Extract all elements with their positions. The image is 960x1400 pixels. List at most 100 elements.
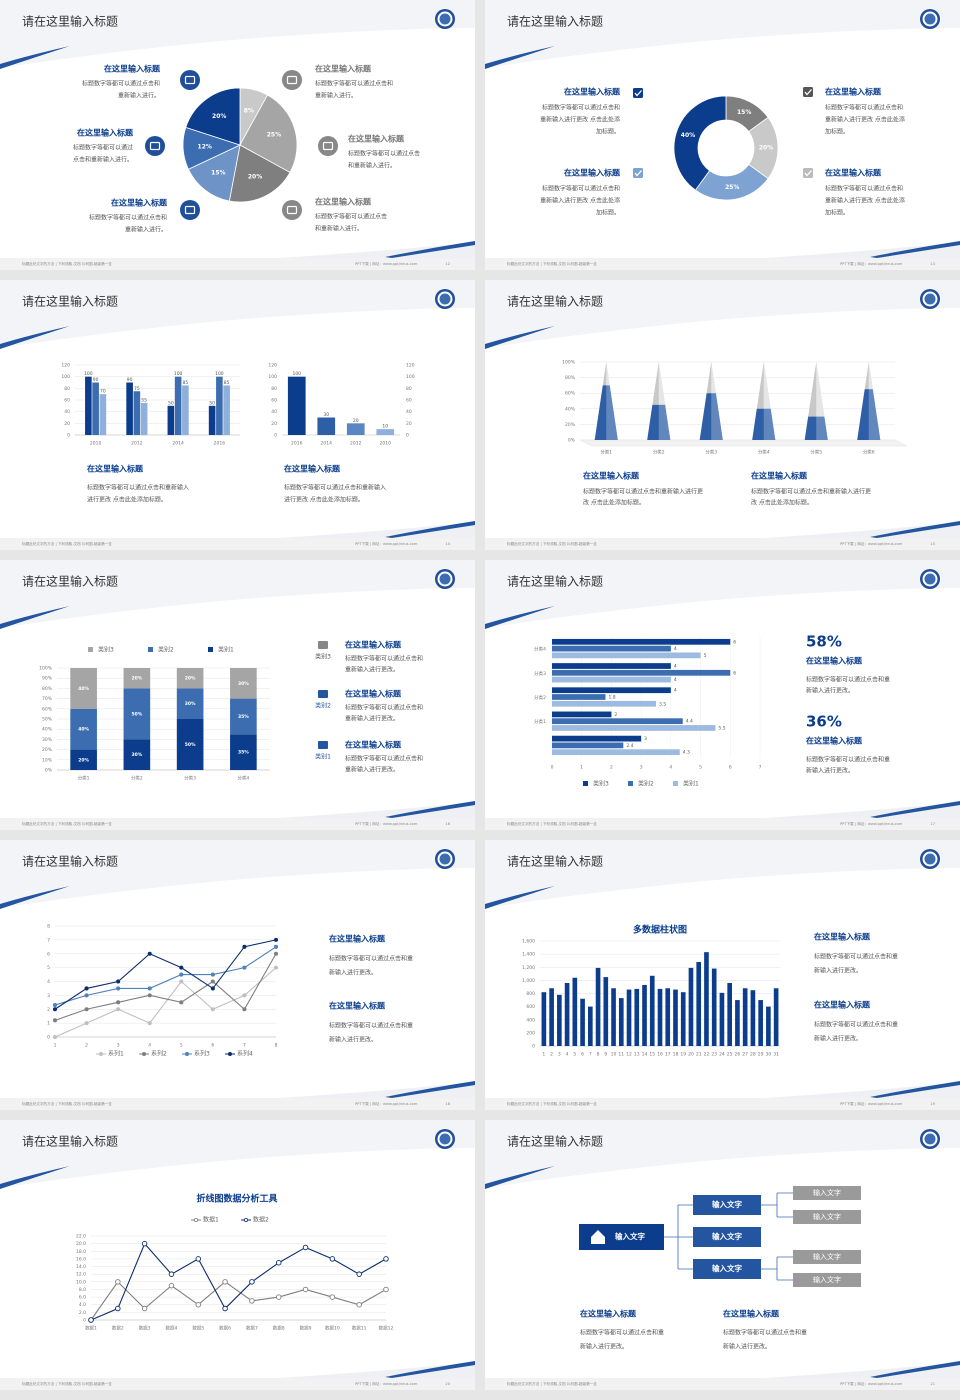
bottom-accent bbox=[385, 1361, 475, 1378]
legend-label: 类别1 bbox=[218, 646, 234, 654]
y-tick-label: 90% bbox=[42, 676, 53, 682]
legend-label: 类别3 bbox=[98, 646, 114, 654]
bottom-band bbox=[765, 522, 960, 538]
legend-swatch bbox=[673, 781, 678, 786]
legend-label: 系列2 bbox=[151, 1050, 167, 1058]
bar bbox=[541, 992, 547, 1046]
x-tick-label: 11 bbox=[618, 1052, 624, 1058]
bar bbox=[704, 952, 709, 1046]
bar bbox=[673, 989, 678, 1046]
bottom-band bbox=[280, 242, 475, 258]
pyramid-shade bbox=[606, 385, 618, 440]
x-tick-label: 数据7 bbox=[246, 1325, 258, 1332]
item-heading: 在这里输入标题 bbox=[284, 464, 341, 474]
slice bbox=[185, 87, 241, 146]
page-number: 13 bbox=[930, 262, 935, 266]
item-body: 改 点击此处添加标题。 bbox=[583, 499, 645, 507]
child-label: 输入文字 bbox=[712, 1263, 742, 1273]
slide-title: 请在这里输入标题 bbox=[22, 854, 118, 869]
slice-label: 15% bbox=[211, 169, 225, 176]
legend-label: 类别2 bbox=[638, 780, 654, 788]
bar-segment bbox=[176, 688, 204, 719]
point bbox=[242, 944, 247, 949]
bar bbox=[557, 994, 562, 1046]
y-tick-label: 80 bbox=[406, 386, 412, 392]
child-node bbox=[693, 1227, 761, 1247]
slice bbox=[239, 94, 298, 174]
y-tick-label: 120 bbox=[406, 363, 415, 369]
y-tick-label: 1,400 bbox=[522, 952, 535, 958]
bar-value-label: 85 bbox=[224, 380, 230, 386]
item-icon-glyph bbox=[184, 205, 196, 215]
x-tick-label: 分类4 bbox=[758, 449, 770, 456]
bar bbox=[564, 983, 570, 1046]
x-tick-label: 7 bbox=[759, 765, 762, 771]
item-body: 新输入进行更改。 bbox=[806, 767, 854, 775]
y-tick-label: 20 bbox=[64, 421, 70, 427]
point bbox=[179, 965, 184, 970]
x-tick-label: 数据1 bbox=[85, 1325, 97, 1332]
stat-figure: 58% bbox=[806, 633, 842, 651]
checkbox bbox=[803, 168, 813, 178]
bottom-accent bbox=[385, 801, 475, 818]
page-number: 12 bbox=[445, 262, 450, 266]
footer-right: PPT下载 | 网址：www.pptjinrus.com bbox=[355, 821, 418, 826]
item-icon bbox=[318, 136, 338, 156]
bar-segment bbox=[176, 668, 204, 689]
bar-value-label: 4 bbox=[674, 677, 677, 683]
x-tick-label: 1 bbox=[54, 1043, 57, 1049]
bottom-band bbox=[280, 802, 475, 818]
y-tick-label: 40% bbox=[565, 406, 576, 412]
x-tick-label: 15 bbox=[649, 1052, 655, 1058]
bar bbox=[92, 382, 99, 435]
point bbox=[179, 972, 184, 977]
item-body: 重新输入进行更改。 bbox=[345, 715, 399, 723]
item-body: 标题数字等都可以通过点击 bbox=[348, 150, 420, 158]
item-heading: 在这里输入标题 bbox=[806, 656, 863, 666]
item-body: 改 点击此处添加标题。 bbox=[751, 499, 813, 507]
item-heading: 在这里输入标题 bbox=[87, 464, 144, 474]
point bbox=[147, 951, 152, 956]
point bbox=[249, 1298, 255, 1304]
connector bbox=[664, 1204, 693, 1270]
check-mark bbox=[634, 170, 642, 177]
check-mark bbox=[634, 90, 642, 97]
x-tick-label: 分类2 bbox=[653, 449, 665, 456]
x-tick-label: 27 bbox=[742, 1052, 748, 1058]
item-heading: 在这里输入标题 bbox=[345, 689, 402, 699]
footer-bar bbox=[485, 258, 960, 270]
item-icon bbox=[180, 200, 200, 220]
point bbox=[168, 1271, 175, 1277]
bar bbox=[133, 391, 141, 435]
pyramid-fill bbox=[647, 404, 671, 440]
y-tick-label: 分类3 bbox=[534, 670, 546, 677]
segment-label: 35% bbox=[238, 750, 249, 756]
segment-label: 30% bbox=[131, 752, 142, 758]
legend-label: 数据1 bbox=[203, 1216, 219, 1224]
item-body: 标题数字等都可以通过点击和 bbox=[89, 214, 167, 222]
y-tick-label: 4 bbox=[47, 979, 50, 985]
slide-title: 请在这里输入标题 bbox=[507, 1134, 603, 1149]
leaf-node bbox=[793, 1250, 861, 1264]
point bbox=[210, 986, 215, 991]
logo-core bbox=[439, 293, 451, 305]
bar-segment bbox=[70, 749, 97, 770]
slide-title: 请在这里输入标题 bbox=[507, 854, 603, 869]
y-tick-label: 4.0 bbox=[79, 1302, 86, 1308]
legend-label: 类别1 bbox=[683, 780, 699, 788]
x-tick-label: 24 bbox=[719, 1052, 725, 1058]
y-tick-label: 16.0 bbox=[76, 1256, 86, 1262]
bar bbox=[572, 977, 578, 1046]
bar bbox=[552, 711, 612, 718]
x-tick-label: 18 bbox=[673, 1052, 679, 1058]
connector bbox=[761, 1192, 793, 1281]
item-body: 重新输入进行更改。 bbox=[345, 766, 399, 774]
x-tick-label: 28 bbox=[750, 1052, 756, 1058]
legend-label: 数据2 bbox=[253, 1216, 269, 1224]
footer-left: 标题此处文字的方法 | 下利领取-文档 片利图-超级第一支 bbox=[22, 1101, 112, 1106]
y-tick-label: 40 bbox=[406, 409, 412, 415]
item-heading: 在这里输入标题 bbox=[583, 471, 640, 481]
logo-core bbox=[924, 853, 936, 865]
bar bbox=[603, 977, 609, 1046]
y-tick-label: 0 bbox=[274, 433, 277, 439]
